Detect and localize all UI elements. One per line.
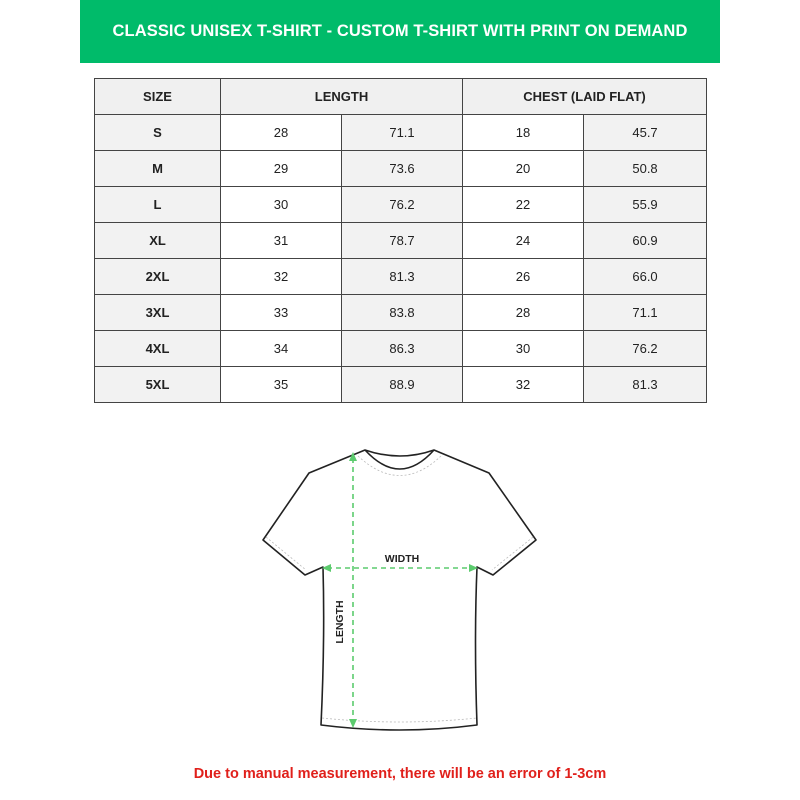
size-cell: 5XL xyxy=(94,366,221,403)
length-in-cell: 32 xyxy=(220,258,342,295)
length-cm-cell: 83.8 xyxy=(340,294,464,331)
page-title: CLASSIC UNISEX T-SHIRT - CUSTOM T-SHIRT … xyxy=(112,22,688,40)
size-cell: L xyxy=(94,186,221,223)
table-row: L 30 76.2 22 55.9 xyxy=(94,186,708,223)
title-banner: CLASSIC UNISEX T-SHIRT - CUSTOM T-SHIRT … xyxy=(80,0,720,63)
arrow-head-icon xyxy=(349,452,357,461)
chest-in-cell: 22 xyxy=(462,186,585,223)
length-in-cell: 35 xyxy=(220,366,342,403)
length-in-cell: 30 xyxy=(220,186,342,223)
size-cell: 3XL xyxy=(94,294,221,331)
length-cm-cell: 81.3 xyxy=(340,258,464,295)
length-cm-cell: 78.7 xyxy=(340,222,464,259)
length-in-cell: 34 xyxy=(220,330,342,367)
length-label: LENGTH xyxy=(334,600,346,643)
size-cell: M xyxy=(94,150,221,187)
size-cell: S xyxy=(94,114,221,151)
header-length: LENGTH xyxy=(219,78,464,115)
stitching xyxy=(265,455,534,723)
chest-cm-cell: 60.9 xyxy=(583,222,708,259)
table-row: 4XL 34 86.3 30 76.2 xyxy=(94,330,708,367)
arrow-head-icon xyxy=(469,564,478,572)
header-chest: CHEST (LAID FLAT) xyxy=(462,78,708,115)
chest-cm-cell: 50.8 xyxy=(583,150,708,187)
chest-cm-cell: 81.3 xyxy=(583,366,708,403)
length-cm-cell: 88.9 xyxy=(340,366,464,403)
tshirt-outline xyxy=(262,449,537,731)
table-row: XL 31 78.7 24 60.9 xyxy=(94,222,708,259)
table-header-row: SIZE LENGTH CHEST (LAID FLAT) xyxy=(94,78,708,115)
length-in-cell: 28 xyxy=(220,114,342,151)
length-cm-cell: 71.1 xyxy=(340,114,464,151)
chest-cm-cell: 55.9 xyxy=(583,186,708,223)
length-cm-cell: 86.3 xyxy=(340,330,464,367)
table-row: M 29 73.6 20 50.8 xyxy=(94,150,708,187)
length-cm-cell: 76.2 xyxy=(340,186,464,223)
chest-in-cell: 30 xyxy=(462,330,585,367)
table-row: 5XL 35 88.9 32 81.3 xyxy=(94,366,708,403)
chest-cm-cell: 66.0 xyxy=(583,258,708,295)
table-row: 2XL 32 81.3 26 66.0 xyxy=(94,258,708,295)
chest-in-cell: 20 xyxy=(462,150,585,187)
size-cell: XL xyxy=(94,222,221,259)
length-in-cell: 29 xyxy=(220,150,342,187)
chest-in-cell: 28 xyxy=(462,294,585,331)
chest-in-cell: 24 xyxy=(462,222,585,259)
length-in-cell: 33 xyxy=(220,294,342,331)
size-cell: 2XL xyxy=(94,258,221,295)
header-size: SIZE xyxy=(94,78,221,115)
chest-in-cell: 18 xyxy=(462,114,585,151)
size-cell: 4XL xyxy=(94,330,221,367)
table-row: S 28 71.1 18 45.7 xyxy=(94,114,708,151)
table-row: 3XL 33 83.8 28 71.1 xyxy=(94,294,708,331)
arrow-head-icon xyxy=(322,564,331,572)
width-label: WIDTH xyxy=(385,553,419,565)
chest-in-cell: 26 xyxy=(462,258,585,295)
chest-cm-cell: 76.2 xyxy=(583,330,708,367)
arrow-head-icon xyxy=(349,719,357,728)
chest-in-cell: 32 xyxy=(462,366,585,403)
length-cm-cell: 73.6 xyxy=(340,150,464,187)
chest-cm-cell: 71.1 xyxy=(583,294,708,331)
measure-arrows xyxy=(322,452,478,728)
chest-cm-cell: 45.7 xyxy=(583,114,708,151)
length-in-cell: 31 xyxy=(220,222,342,259)
measurement-note: Due to manual measurement, there will be… xyxy=(193,766,607,782)
size-chart-table: SIZE LENGTH CHEST (LAID FLAT) S 28 71.1 18 4… xyxy=(94,78,708,403)
